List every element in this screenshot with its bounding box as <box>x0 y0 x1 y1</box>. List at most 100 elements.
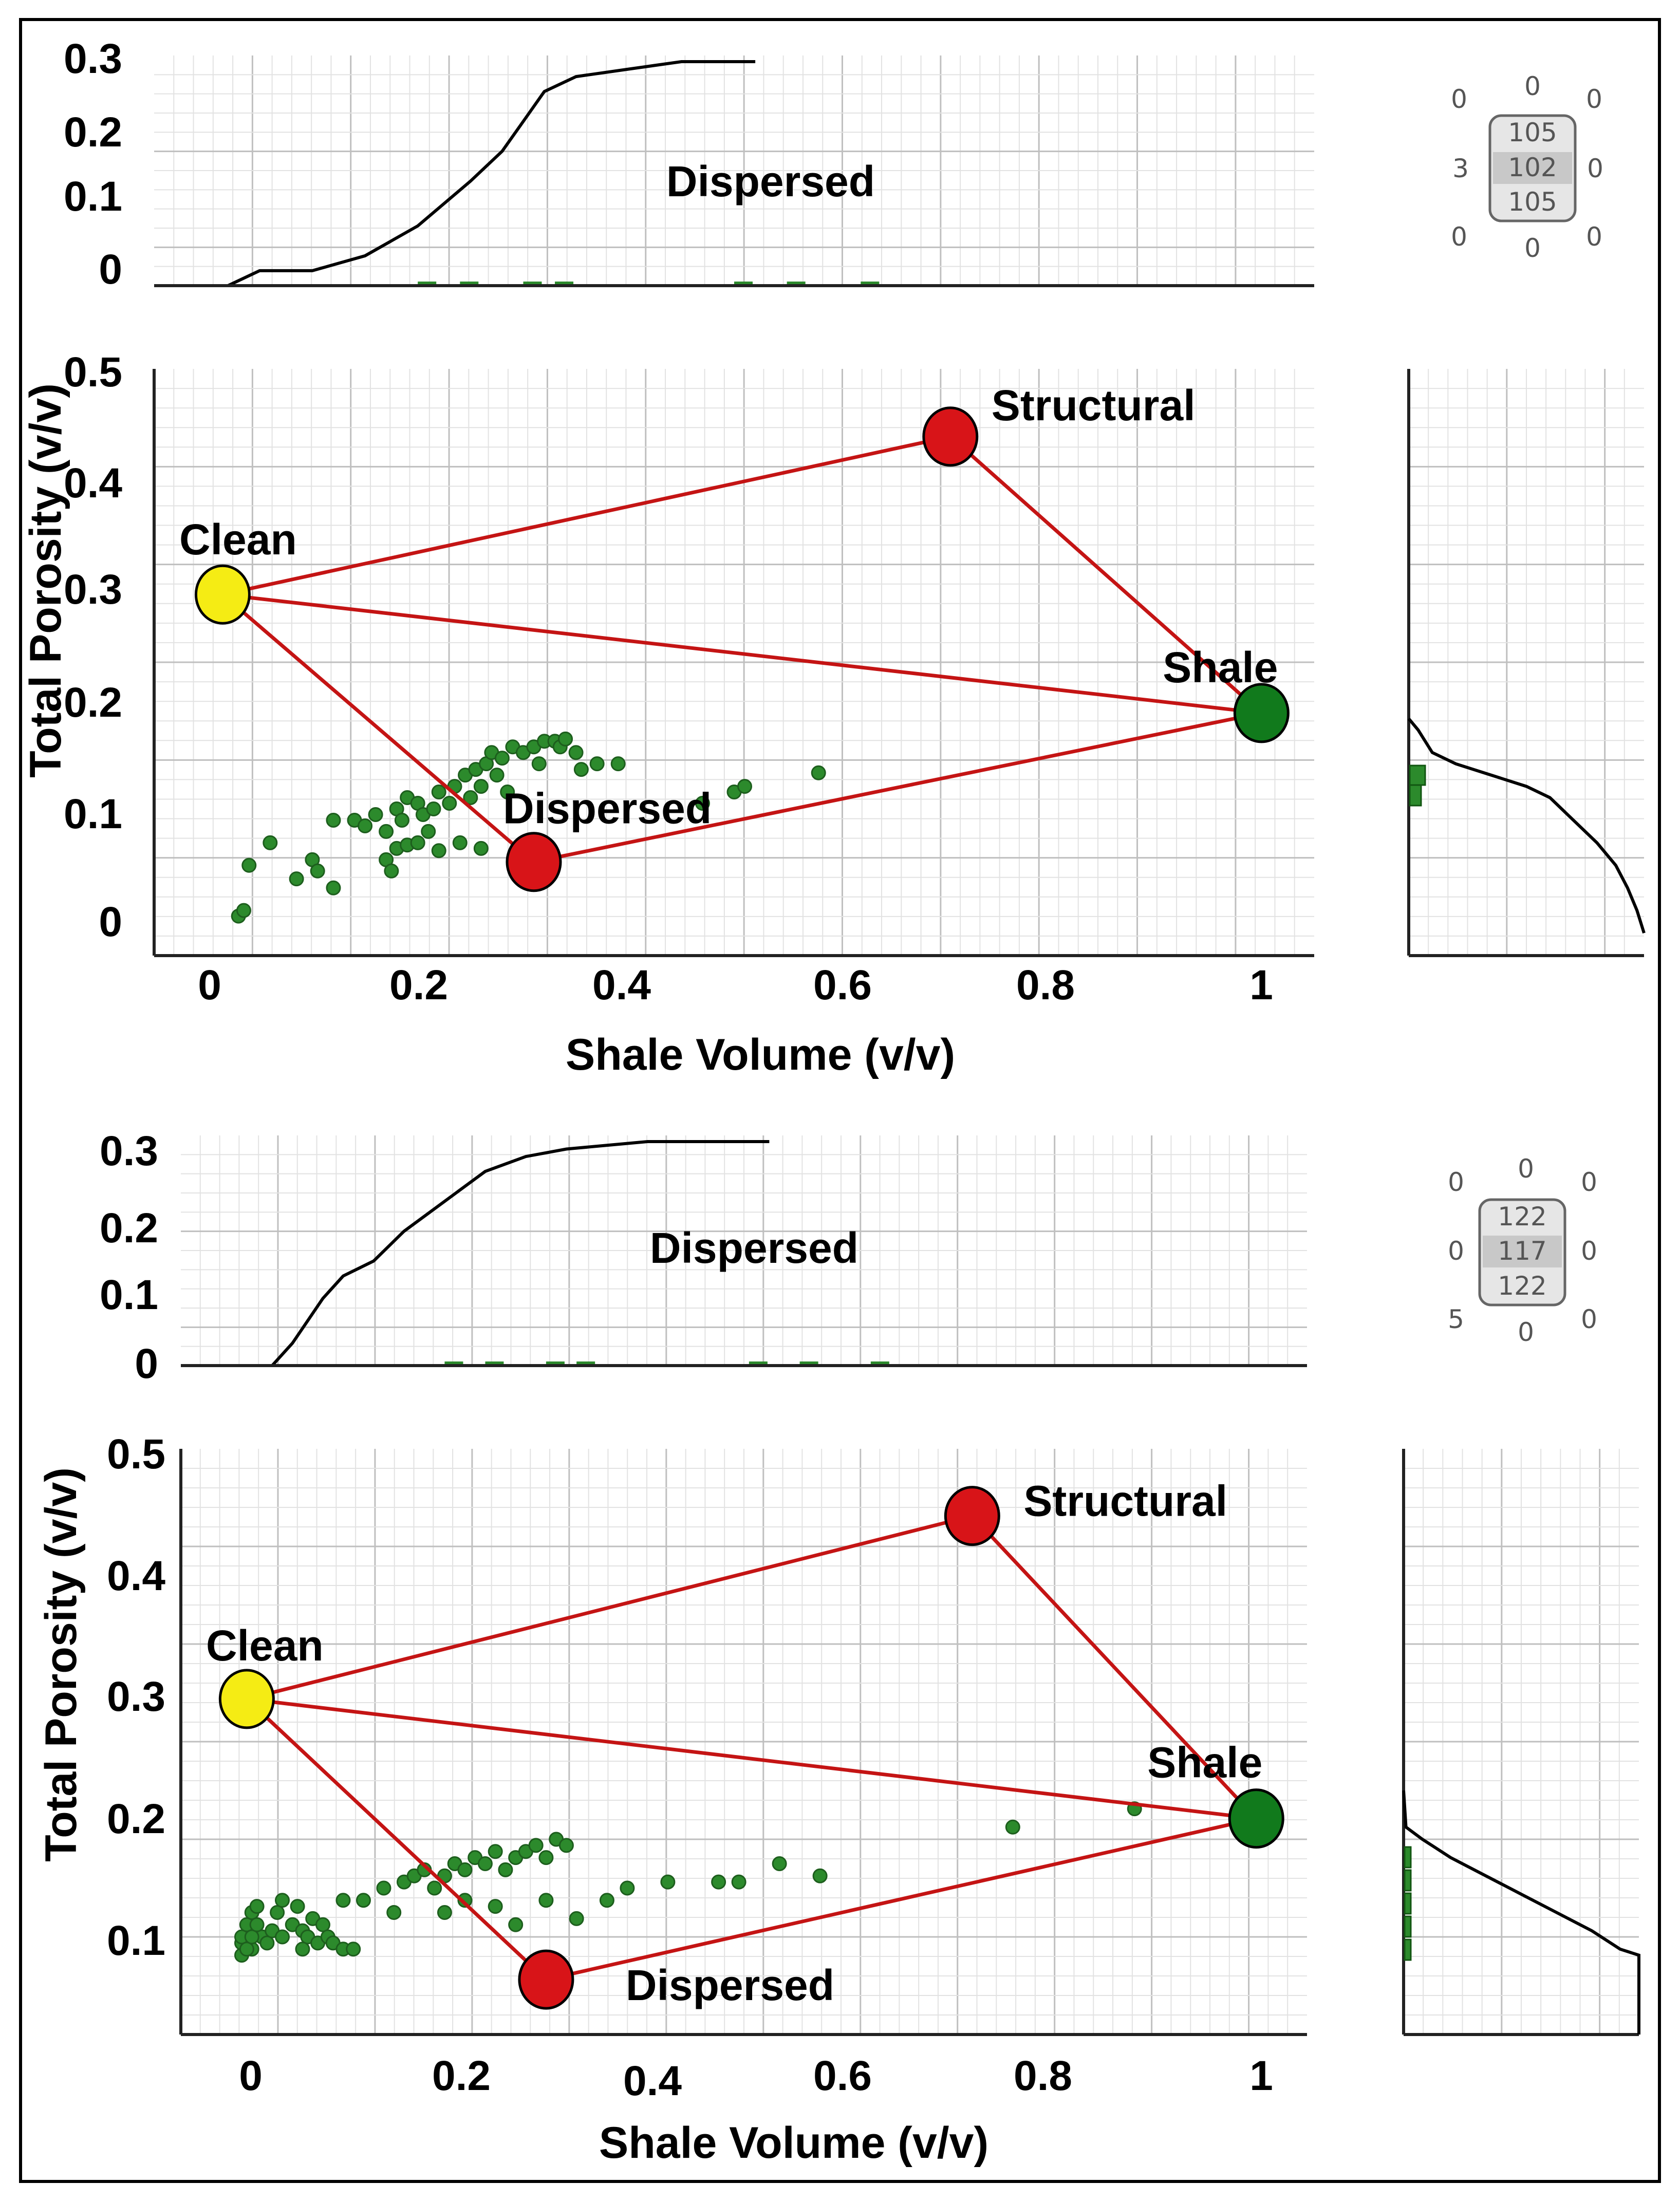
endpoint-clean[interactable] <box>194 564 251 625</box>
data-point <box>660 1874 676 1890</box>
data-point <box>737 779 753 794</box>
figure-border <box>19 18 1661 2183</box>
endpoint-label-structural: Structural <box>992 381 1196 430</box>
matrix-value: 5 <box>1448 1304 1464 1334</box>
y-tick: 0.4 <box>107 1553 165 1599</box>
line-clean-dispersed <box>245 1697 548 1981</box>
y-tick: 0.4 <box>64 460 122 507</box>
endpoint-label-clean: Clean <box>179 515 297 564</box>
endpoint-dispersed[interactable] <box>518 1949 574 2010</box>
data-point <box>346 1942 361 1957</box>
data-point <box>538 1850 554 1865</box>
top-histogram-2: 0.3 0.2 0.1 0 Dispersed <box>100 1128 1307 1387</box>
line-structural-shale <box>970 1515 1258 1820</box>
line-clean-shale <box>222 592 1262 715</box>
y-tick: 0.3 <box>107 1673 165 1720</box>
data-point <box>326 812 341 828</box>
x-ticks-1: 0 0.2 0.4 0.6 0.8 1 <box>198 962 1273 1009</box>
hist-bar <box>546 1361 565 1366</box>
data-point <box>477 1856 493 1871</box>
endpoint-label-shale: Shale <box>1147 1739 1262 1787</box>
data-point <box>500 785 515 800</box>
data-point <box>498 1862 513 1877</box>
hist-y-tick: 0 <box>135 1340 158 1387</box>
matrix-value: 0 <box>1448 1236 1464 1266</box>
endpoints-1: Clean Dispersed Structural Shale <box>179 381 1290 892</box>
y-tick: 0.1 <box>107 1917 165 1964</box>
x-axis-label: Shale Volume (v/v) <box>599 2118 988 2168</box>
line-clean-structural <box>246 1514 973 1701</box>
line-clean-structural <box>222 435 951 596</box>
data-point <box>431 785 446 800</box>
grid-top <box>181 1135 1307 1366</box>
selection-matrix-1[interactable]: 0 0 0 3 0 0 0 0 105 102 105 <box>1451 71 1603 263</box>
selection-matrix-2[interactable]: 0 0 0 0 0 5 0 0 122 117 122 <box>1448 1154 1597 1347</box>
x-tick: 0.6 <box>813 962 872 1009</box>
grid-main <box>154 369 1314 956</box>
x-axis-label: Shale Volume (v/v) <box>566 1030 955 1079</box>
data-point <box>259 1935 275 1951</box>
endpoint-label-dispersed: Dispersed <box>626 1961 834 2009</box>
matrix-value: 0 <box>1448 1167 1464 1197</box>
data-point <box>488 1899 503 1914</box>
data-point <box>558 1838 574 1853</box>
endpoint-shale[interactable] <box>1233 683 1290 743</box>
matrix-value: 0 <box>1581 1236 1597 1266</box>
data-point <box>379 824 394 839</box>
side-hist-bar <box>1404 1915 1412 1938</box>
data-point <box>236 903 251 918</box>
x-tick: 0.4 <box>592 962 651 1009</box>
matrix-center-value: 117 <box>1498 1236 1546 1266</box>
endpoint-structural[interactable] <box>944 1486 1000 1546</box>
crossplot-2: 0.5 0.4 0.3 0.2 0.1 0 0.2 0.4 0.6 0.8 1 … <box>36 1431 1307 2168</box>
line-dispersed-shale <box>546 1817 1257 1982</box>
data-point <box>431 843 446 859</box>
data-point <box>244 1929 259 1945</box>
endpoint-shale[interactable] <box>1228 1788 1284 1849</box>
endpoint-clean[interactable] <box>218 1669 275 1729</box>
scatter-points-1 <box>231 731 826 924</box>
matrix-value: 0 <box>1451 84 1467 114</box>
matrix-value: 0 <box>1587 154 1603 183</box>
x-tick: 0.2 <box>389 962 448 1009</box>
data-point <box>421 824 436 839</box>
hist-bar <box>444 1361 463 1366</box>
data-point <box>358 818 373 833</box>
endpoint-dispersed[interactable] <box>506 832 562 892</box>
endpoint-label-clean: Clean <box>206 1621 324 1670</box>
x-tick: 0.8 <box>1016 962 1075 1009</box>
top-hist-curve <box>262 1140 770 1367</box>
matrix-center-mid <box>1483 1236 1562 1267</box>
hist-y-tick: 0.1 <box>100 1272 158 1318</box>
data-point <box>326 880 341 895</box>
hist-bar <box>799 1361 818 1366</box>
matrix-value: 0 <box>1518 1154 1534 1184</box>
line-structural-shale <box>949 435 1263 715</box>
data-point <box>772 1856 787 1871</box>
data-point <box>295 1942 310 1957</box>
side-hist-bar <box>1404 1938 1412 1961</box>
data-point <box>531 756 547 772</box>
matrix-value: 0 <box>1518 1317 1534 1347</box>
hist-bar <box>523 282 542 286</box>
line-clean-shale <box>246 1697 1257 1821</box>
x-tick: 0.4 <box>623 2058 682 2104</box>
data-point <box>538 1893 554 1908</box>
hist-y-tick: 0.3 <box>64 35 122 82</box>
data-point <box>473 841 489 856</box>
top-hist-curve <box>227 60 756 287</box>
data-point <box>488 1844 503 1859</box>
top-histogram-1: 0.3 0.2 0.1 0 Dispersed <box>64 35 1314 293</box>
top-hist-bars <box>444 1361 889 1366</box>
x-tick: 1 <box>1249 2052 1273 2099</box>
y-ticks-2: 0.5 0.4 0.3 0.2 0.1 <box>107 1431 165 1964</box>
endpoint-structural[interactable] <box>922 406 979 467</box>
data-point <box>489 768 505 783</box>
matrix-center-value: 122 <box>1498 1202 1546 1231</box>
data-point <box>368 807 383 822</box>
matrix-value: 0 <box>1586 222 1602 252</box>
data-point <box>599 1893 614 1908</box>
hist-bar <box>749 1361 768 1366</box>
data-point <box>410 835 425 850</box>
data-point <box>610 756 626 772</box>
